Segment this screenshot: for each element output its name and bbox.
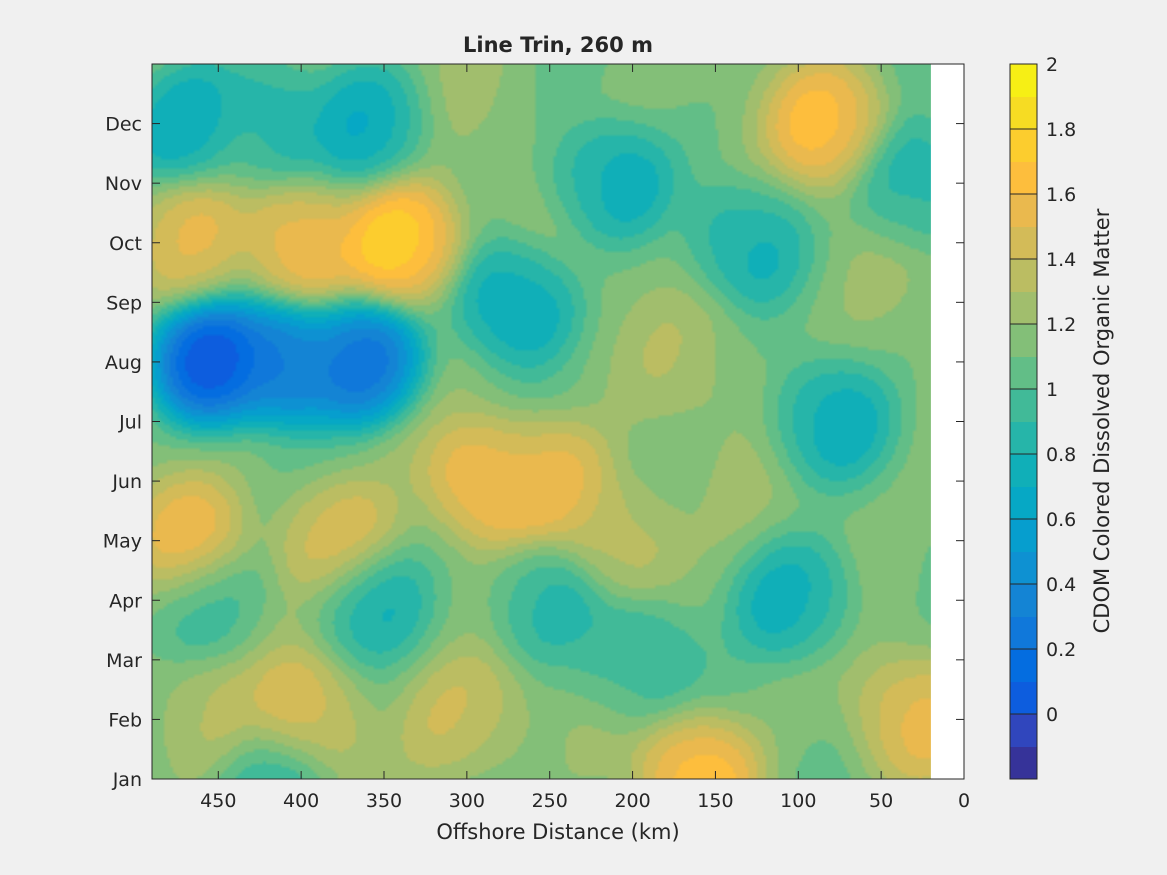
colorbar-tick-label: 0.4	[1046, 574, 1076, 596]
y-tick-label: Jun	[111, 471, 142, 493]
y-tick-label: Sep	[106, 292, 142, 314]
colorbar-band	[1010, 324, 1037, 357]
y-tick-label: Jul	[118, 412, 142, 434]
colorbar-band	[1010, 259, 1037, 292]
x-axis-label: Offshore Distance (km)	[436, 820, 679, 844]
y-tick-label: Jan	[112, 769, 142, 791]
colorbar-tick-label: 0.2	[1046, 639, 1076, 661]
colorbar-tick-label: 1.8	[1046, 119, 1076, 141]
colorbar-band	[1010, 226, 1037, 260]
y-ticks: Jan Feb Mar Apr May Jun Jul Aug Sep Oct Nov Dec	[103, 114, 964, 791]
x-tick-label: 0	[958, 790, 970, 812]
colorbar-bands	[1010, 64, 1037, 780]
colorbar-band	[1010, 714, 1037, 747]
colorbar-band	[1010, 746, 1037, 780]
x-tick-label: 150	[697, 790, 733, 812]
colorbar-band	[1010, 96, 1037, 130]
colorbar-band	[1010, 64, 1037, 97]
colorbar-tick-label: 0.6	[1046, 509, 1076, 531]
x-ticks: 450 400 350 300 250 200 150 100 50 0	[200, 64, 970, 812]
colorbar-band	[1010, 519, 1037, 552]
x-tick-label: 50	[869, 790, 893, 812]
colorbar-tick-label: 1.2	[1046, 314, 1076, 336]
y-tick-label: May	[103, 531, 142, 553]
colorbar-band	[1010, 421, 1037, 455]
colorbar-tick-label: 0	[1046, 704, 1058, 726]
colorbar-band	[1010, 194, 1037, 227]
y-tick-label: Dec	[105, 114, 142, 136]
colorbar-band	[1010, 454, 1037, 487]
colorbar-band	[1010, 291, 1037, 325]
x-tick-label: 200	[614, 790, 650, 812]
x-tick-label: 400	[283, 790, 319, 812]
colorbar-band	[1010, 486, 1037, 520]
colorbar-tick-label: 1	[1046, 379, 1058, 401]
colorbar-band	[1010, 584, 1037, 617]
colorbar: 0 0.2 0.4 0.6 0.8 1 1.2 1.4 1.6 1.8 2 CDOM Colored…	[1009, 54, 1114, 780]
chart-title: Line Trin, 260 m	[463, 33, 653, 57]
y-tick-label: Apr	[109, 590, 142, 612]
y-tick-label: Aug	[105, 352, 142, 374]
colorbar-band	[1010, 649, 1037, 682]
colorbar-band	[1010, 616, 1037, 650]
y-tick-label: Mar	[106, 650, 142, 672]
colorbar-tick-label: 2	[1046, 54, 1058, 76]
colorbar-label: CDOM Colored Dissolved Organic Matter	[1090, 208, 1114, 633]
colorbar-tick-label: 0.8	[1046, 444, 1076, 466]
colorbar-band	[1010, 129, 1037, 162]
x-tick-label: 450	[200, 790, 236, 812]
colorbar-band	[1010, 389, 1037, 422]
x-tick-label: 250	[532, 790, 568, 812]
x-tick-label: 350	[366, 790, 402, 812]
y-tick-label: Feb	[108, 709, 142, 731]
colorbar-band	[1010, 681, 1037, 715]
colorbar-band	[1010, 551, 1037, 585]
colorbar-band	[1010, 161, 1037, 195]
heatmap-field	[152, 64, 931, 779]
plot-area: 450 400 350 300 250 200 150 100 50 0 Jan Feb Mar Apr…	[103, 63, 970, 812]
y-tick-label: Nov	[105, 173, 142, 195]
y-tick-label: Oct	[109, 233, 142, 255]
x-tick-label: 300	[449, 790, 485, 812]
colorbar-ticks: 0 0.2 0.4 0.6 0.8 1 1.2 1.4 1.6 1.8 2	[1010, 54, 1076, 726]
x-tick-label: 100	[780, 790, 816, 812]
colorbar-tick-label: 1.4	[1046, 249, 1076, 271]
colorbar-tick-label: 1.6	[1046, 184, 1076, 206]
colorbar-band	[1010, 356, 1037, 390]
